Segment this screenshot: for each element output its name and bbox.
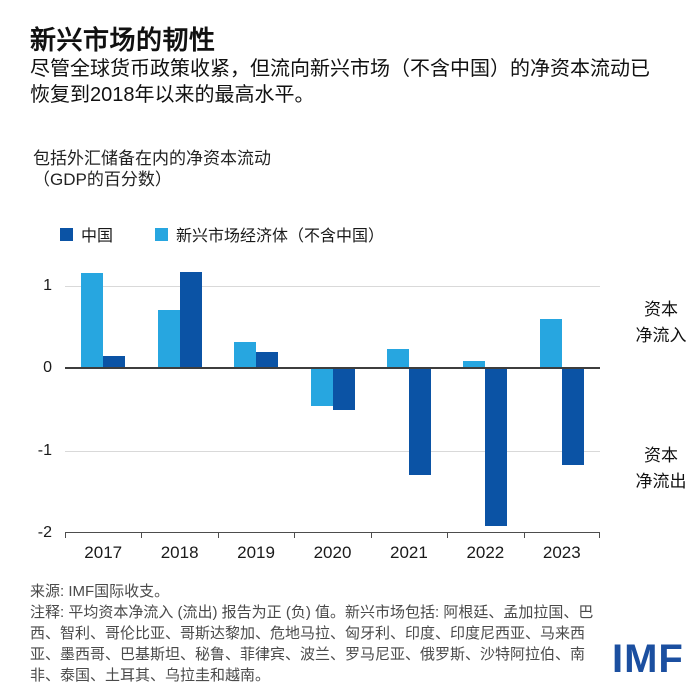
annotation-net-inflow-line1: 资本 <box>644 300 678 319</box>
source-line: 来源: IMF国际收支。 <box>30 583 170 600</box>
bar-2018-series1 <box>157 310 180 369</box>
gridline--1 <box>65 450 600 452</box>
annotation-net-outflow-line1: 资本 <box>644 446 678 465</box>
bar-2022-series1 <box>463 361 486 369</box>
y-tick-label-1: 1 <box>43 276 52 294</box>
x-axis-tick <box>447 533 449 538</box>
bar-2017-series0 <box>103 355 126 369</box>
bar-2017-series1 <box>81 273 104 369</box>
chart-legend: 中国 新兴市场经济体（不含中国） <box>60 222 384 246</box>
bar-2021-series1 <box>386 349 409 369</box>
x-axis-tick <box>294 533 296 538</box>
page-title: 新兴市场的韧性 <box>30 25 216 55</box>
chart-axis-title-line1: 包括外汇储备在内的净资本流动 <box>33 149 271 168</box>
bar-2021-series0 <box>408 368 431 476</box>
x-axis-tick <box>523 533 525 538</box>
y-tick-label-0: 0 <box>43 359 52 377</box>
x-axis-tick <box>217 533 219 538</box>
annotation-net-inflow: 资本 净流入 <box>626 297 696 349</box>
legend-item-china: 中国 <box>60 222 113 246</box>
chart-axis-title-line2: （GDP的百分数） <box>33 170 172 189</box>
bar-2023-series0 <box>561 368 584 466</box>
x-tick-label-2023: 2023 <box>542 543 581 562</box>
bar-2019-series0 <box>256 351 279 369</box>
bar-2023-series1 <box>539 318 562 369</box>
x-tick-label-2021: 2021 <box>390 543 428 562</box>
x-tick-label-2017: 2017 <box>84 543 123 562</box>
x-axis-tick <box>599 533 600 538</box>
chart-axis-title: 包括外汇储备在内的净资本流动 （GDP的百分数） <box>33 148 271 190</box>
x-axis-tick <box>65 533 66 538</box>
figure-notes: 来源: IMF国际收支。 注释: 平均资本净流入 (流出) 报告为正 (负) 值… <box>30 581 598 686</box>
bottom-axis-line <box>65 532 600 533</box>
gridline-1 <box>65 285 600 287</box>
x-axis-tick <box>141 533 143 538</box>
annotation-net-outflow: 资本 净流出 <box>626 443 696 495</box>
note-line: 注释: 平均资本净流入 (流出) 报告为正 (负) 值。新兴市场包括: 阿根廷、… <box>30 604 594 684</box>
legend-swatch-china <box>60 227 73 241</box>
bar-2019-series1 <box>234 341 257 369</box>
bar-2020-series1 <box>310 368 333 406</box>
y-tick-label--1: -1 <box>37 441 52 459</box>
x-tick-label-2019: 2019 <box>237 543 275 562</box>
bar-2022-series0 <box>485 368 508 527</box>
legend-item-emerging-markets: 新兴市场经济体（不含中国） <box>155 222 384 246</box>
annotation-net-outflow-line2: 净流出 <box>635 472 687 491</box>
bar-chart: 1 0 -1 -2 2017 2018 2019 2020 2021 2022 2023 资本 净… <box>0 265 700 565</box>
imf-logo: IMF <box>612 637 684 681</box>
legend-label-china: 中国 <box>81 228 114 245</box>
figure-subtitle: 尽管全球货币政策收紧，但流向新兴市场（不含中国）的净资本流动已恢复到2018年以… <box>30 58 650 106</box>
bar-2018-series0 <box>179 271 202 369</box>
x-tick-label-2018: 2018 <box>160 543 199 562</box>
legend-swatch-emerging-markets <box>155 227 169 241</box>
y-tick-label--2: -2 <box>37 524 52 541</box>
bar-2020-series0 <box>332 368 355 411</box>
zero-axis-line <box>65 367 600 370</box>
x-axis-tick <box>370 533 372 538</box>
x-tick-label-2022: 2022 <box>466 543 505 562</box>
legend-label-emerging-markets: 新兴市场经济体（不含中国） <box>176 228 385 245</box>
annotation-net-inflow-line2: 净流入 <box>635 326 687 345</box>
plot-area <box>65 265 600 538</box>
x-tick-label-2020: 2020 <box>313 543 352 562</box>
